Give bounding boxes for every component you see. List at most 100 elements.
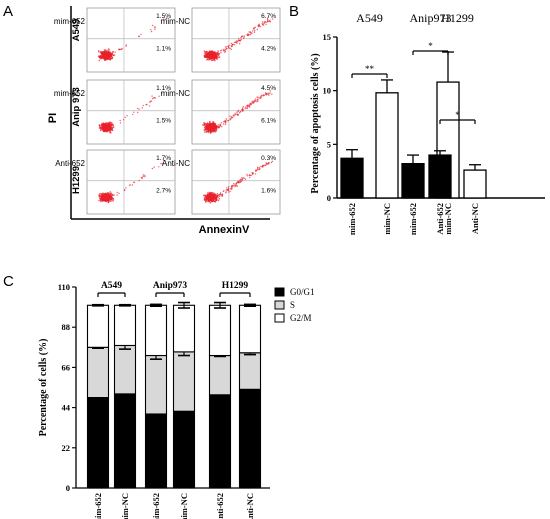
b-x-tick-label: mim-NC (382, 203, 392, 235)
c-legend: G0/G1 S G2/M (274, 287, 315, 323)
c-legend-swatch (274, 287, 285, 297)
quadrant-upper-right-percent: 0.3% (261, 155, 276, 162)
quadrant-upper-right-percent: 4.5% (261, 85, 276, 92)
panel-a-flow-cytometry: PI AnnexinV A549 Anip 973 H1299 mim-652 1… (47, 6, 281, 236)
b-group-title: H1299 (441, 11, 474, 25)
panel-b-apoptosis-chart: 0 5 10 15 Percentage of apoptosis cells (%) m… (310, 11, 545, 235)
event-dots (203, 160, 274, 204)
flow-plot-sample-label: mim-652 (54, 17, 86, 26)
c-x-tick-label: Anti-NC (245, 493, 255, 519)
flow-plot-sample-label: Anti-NC (162, 159, 190, 168)
b-y-axis-label: Percentage of apoptosis cells (%) (310, 53, 321, 193)
b-bar-mim-NC (375, 92, 399, 199)
b-x-tick-label: Anti-652 (435, 203, 445, 235)
flow-plot-frame (191, 149, 281, 215)
flow-plot-frame (86, 79, 176, 145)
c-legend-label: G0/G1 (290, 287, 315, 297)
c-segment-G0/G1 (86, 396, 110, 489)
b-y-tick-label: 0 (327, 193, 331, 203)
c-stacked-bar-Anti-652 (208, 301, 232, 489)
b-bar-Anti-652 (428, 154, 452, 199)
c-x-tick-label: mim-652 (151, 493, 161, 519)
c-segment-S (172, 351, 196, 412)
quadrant-lower-right-percent: 2.7% (156, 188, 171, 195)
b-x-tick-label: mim-652 (408, 203, 418, 235)
flow-plot-frame (191, 7, 281, 73)
c-group-title: Anip973 (153, 281, 188, 291)
flow-plot-sample-label: mim-652 (54, 89, 86, 98)
c-x-tick-label: Anti-652 (215, 493, 225, 519)
b-y-tick-label: 10 (323, 86, 332, 96)
panel-a-x-axis-label: AnnexinV (199, 224, 250, 236)
panel-c-cell-cycle-chart: 0 22 44 66 88 110 Percentage of cells (%) mim-6… (38, 281, 315, 519)
b-bar-mim-652 (340, 157, 364, 199)
b-x-tick-label: mim-652 (347, 203, 357, 235)
b-bar-Anti-NC (463, 169, 487, 199)
b-y-tick-label: 15 (323, 32, 332, 42)
flow-plot-4: mim-NC 4.5% 6.1% (161, 79, 281, 145)
b-significance-mark: ** (365, 64, 375, 74)
c-stacked-bar-mim-NC (172, 301, 196, 489)
c-segment-G0/G1 (208, 394, 232, 489)
c-group-title: A549 (101, 281, 122, 291)
c-segment-G2/M (86, 304, 110, 348)
quadrant-upper-right-percent: 6.7% (261, 13, 276, 20)
c-x-tick-label: mim-NC (120, 493, 130, 519)
event-dots (98, 92, 163, 134)
quadrant-upper-right-percent: 1.7% (156, 155, 171, 162)
c-stacked-bar-mim-652 (86, 303, 110, 489)
quadrant-upper-right-percent: 1.1% (156, 85, 171, 92)
c-segment-S (113, 344, 137, 395)
b-x-tick-label: Anti-NC (470, 203, 480, 234)
flow-plot-1: mim-652 1.5% 1.1% (54, 7, 176, 73)
quadrant-lower-right-percent: 1.1% (156, 46, 171, 53)
panel-letter-a: A (3, 3, 13, 20)
flow-plot-sample-label: Anti-652 (55, 159, 85, 168)
c-stacked-bar-mim-NC (113, 303, 137, 489)
c-stacked-bar-mim-652 (144, 303, 168, 489)
event-dots (203, 17, 274, 62)
c-segment-G0/G1 (238, 388, 262, 489)
c-segment-G2/M (208, 304, 232, 357)
b-significance-mark: * (455, 110, 460, 120)
flow-plot-5: Anti-652 1.7% 2.7% (55, 149, 176, 215)
c-y-tick-label: 88 (62, 322, 71, 332)
b-bar-mim-652 (401, 163, 425, 199)
b-y-tick-label: 5 (327, 139, 331, 149)
panel-letter-b: B (289, 3, 299, 20)
flow-plot-frame (86, 7, 176, 73)
flow-plot-3: mim-652 1.1% 1.5% (54, 79, 176, 145)
quadrant-lower-right-percent: 1.6% (261, 188, 276, 195)
b-x-tick-label: mim-NC (443, 203, 453, 235)
quadrant-lower-right-percent: 1.5% (156, 118, 171, 125)
c-segment-G2/M (144, 304, 168, 357)
c-segment-G0/G1 (144, 413, 168, 489)
c-legend-swatch (274, 313, 285, 323)
c-x-tick-label: mim-652 (93, 493, 103, 519)
flow-plot-frame (191, 79, 281, 145)
c-y-tick-label: 66 (62, 362, 71, 372)
c-y-tick-label: 0 (66, 483, 70, 493)
c-segment-G2/M (113, 304, 137, 347)
c-segment-S (208, 354, 232, 396)
flow-plot-sample-label: mim-NC (161, 89, 191, 98)
c-legend-label: G2/M (290, 313, 312, 323)
c-segment-G2/M (238, 304, 262, 354)
event-dots (98, 159, 165, 204)
c-x-tick-label: mim-NC (179, 493, 189, 519)
c-y-tick-label: 110 (58, 282, 70, 292)
b-significance-mark: * (428, 41, 433, 51)
panel-a-y-axis-label: PI (47, 113, 59, 123)
flow-plot-sample-label: mim-NC (161, 17, 191, 26)
c-stacked-bar-Anti-NC (238, 303, 262, 489)
quadrant-lower-right-percent: 6.1% (261, 118, 276, 125)
flow-plot-frame (86, 149, 176, 215)
flow-plot-6: Anti-NC 0.3% 1.6% (162, 149, 281, 215)
c-segment-G0/G1 (172, 410, 196, 489)
panel-a-row-label-3: H1299 (71, 166, 82, 194)
event-dots (202, 90, 273, 134)
c-segment-S (86, 346, 110, 399)
c-y-tick-label: 22 (62, 443, 71, 453)
panel-letter-c: C (3, 273, 14, 290)
quadrant-lower-right-percent: 4.2% (261, 46, 276, 53)
